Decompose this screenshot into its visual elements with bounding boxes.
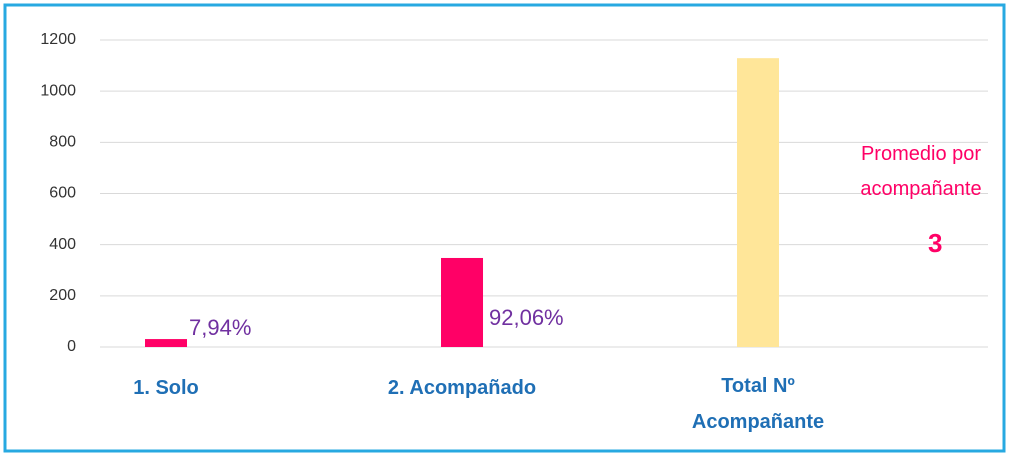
annotation: Promedio por acompañante (860, 143, 982, 200)
y-tick-label: 1200 (40, 31, 76, 48)
bar (737, 58, 780, 348)
x-tick-label: 2. Acompañado (387, 377, 537, 399)
y-tick-label: 200 (49, 287, 76, 304)
data-label: 92,06% (489, 305, 564, 330)
x-tick-label: 1. Solo (133, 377, 199, 399)
x-tick-label: Total Nº Acompañante (691, 375, 825, 433)
y-tick-label: 600 (49, 185, 76, 202)
data-label: 7,94% (189, 315, 252, 341)
chart-border (3, 3, 1006, 453)
annotation-value: 3 (928, 228, 943, 258)
bar (441, 257, 484, 347)
bar (145, 339, 188, 347)
y-tick-label: 1000 (40, 82, 76, 99)
y-tick-label: 0 (67, 338, 76, 355)
y-tick-label: 800 (49, 134, 76, 151)
y-tick-label: 400 (49, 236, 76, 253)
